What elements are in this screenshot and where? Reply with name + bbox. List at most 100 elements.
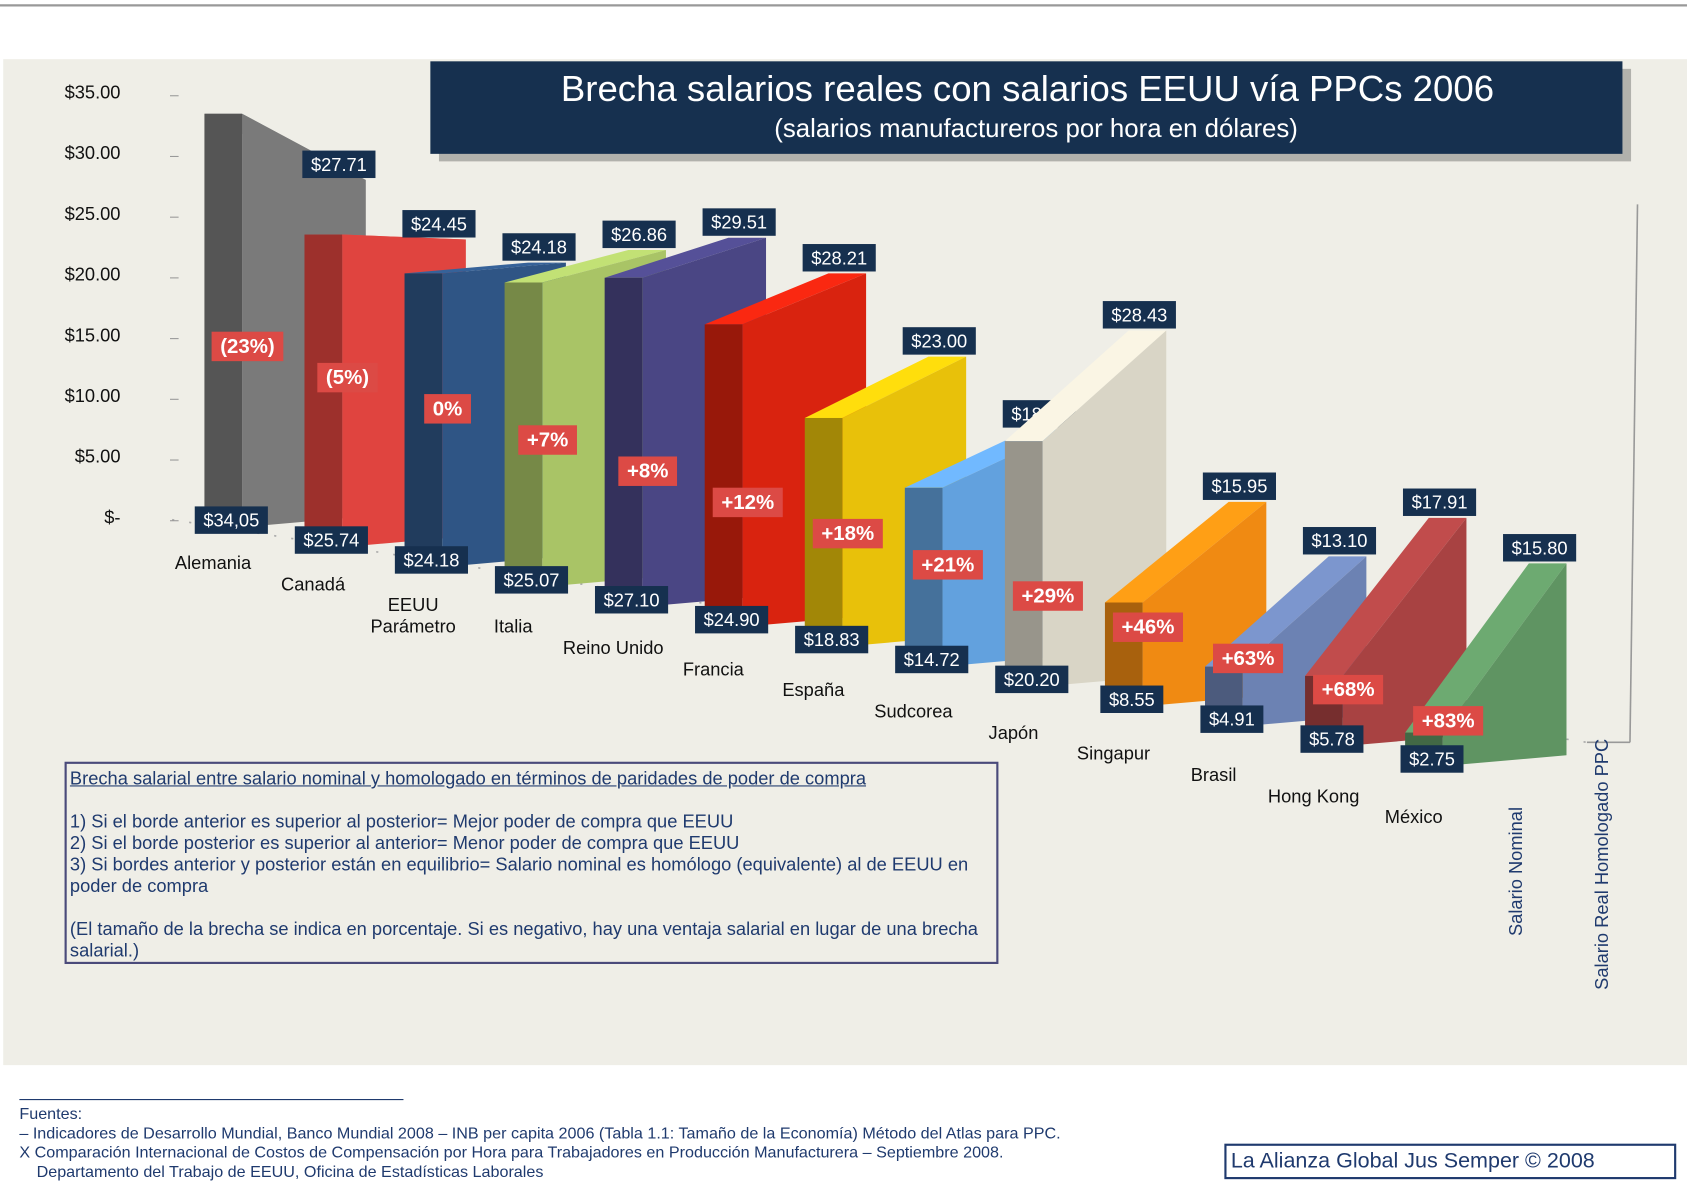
notes-line: 1) Si el borde anterior es superior al p… — [69, 811, 734, 832]
sources: Fuentes: – Indicadores de Desarrollo Mun… — [19, 1105, 1060, 1182]
gap-label-text: +29% — [1021, 585, 1074, 608]
notes-remark: (El tamaño de la brecha se indica en por… — [69, 918, 978, 961]
value-label: $24.18 — [394, 546, 468, 574]
gap-label: +7% — [518, 425, 577, 455]
bar-top — [604, 237, 767, 278]
gap-label-text: 0% — [433, 397, 463, 420]
value-label: $17.91 — [1402, 488, 1477, 516]
value-label: $28.43 — [1102, 301, 1176, 329]
gap-label-bg — [1413, 706, 1484, 736]
value-label: $24.90 — [695, 605, 769, 634]
bar-top — [1104, 501, 1267, 603]
value-label: $25.74 — [294, 526, 368, 554]
bar-top — [1004, 330, 1167, 442]
value-label-bg — [1302, 527, 1377, 555]
value-label-bg — [302, 150, 376, 179]
gap-label-text: +18% — [821, 522, 874, 545]
y-tick-label: $25.00 — [65, 203, 121, 224]
value-label-bg — [594, 586, 669, 614]
bar-front — [204, 113, 243, 528]
sources-rule — [19, 1099, 404, 1101]
value-label-text: $13.10 — [1312, 530, 1368, 551]
value-label: $29.51 — [702, 208, 776, 236]
gap-label: +63% — [1213, 643, 1284, 674]
value-label: $26.86 — [602, 220, 676, 249]
gap-label-text: +21% — [921, 553, 974, 576]
gap-label-bg — [211, 331, 284, 362]
series-name: Salario Real Homologado PPC — [1591, 739, 1612, 990]
gap-label-text: +68% — [1322, 678, 1375, 701]
value-label-text: $20.20 — [1004, 669, 1060, 690]
value-label: $8.55 — [1100, 685, 1164, 713]
gap-label: +83% — [1413, 706, 1484, 736]
value-label: $24.45 — [402, 210, 476, 238]
bar-top — [504, 249, 666, 283]
gap-label: +12% — [712, 487, 783, 518]
x-tick-label: España — [782, 680, 845, 701]
value-label-text: $25.74 — [303, 530, 359, 551]
value-label-bg — [895, 645, 969, 674]
value-label-text: $15.95 — [1211, 476, 1267, 497]
x-tick-label: Canadá — [281, 574, 346, 595]
gap-label: +21% — [912, 550, 983, 580]
source-line: X Comparación Internacional de Costos de… — [19, 1143, 1004, 1162]
value-label-bg — [1100, 685, 1164, 713]
bar-top — [1305, 517, 1467, 676]
value-label-bg — [1102, 301, 1176, 329]
value-label: $15.95 — [1202, 472, 1276, 500]
gap-label-text: +83% — [1422, 709, 1475, 732]
bar-front — [1004, 441, 1043, 687]
gap-label: +29% — [1012, 581, 1083, 611]
y-tick-label: $5.00 — [75, 446, 121, 467]
value-label: $14.72 — [895, 645, 969, 674]
gap-label-bg — [518, 425, 577, 455]
bar-top — [1204, 556, 1367, 667]
value-label-text: $4.91 — [1209, 709, 1255, 730]
x-tick-label: Hong Kong — [1267, 786, 1360, 807]
y-tick-label: $35.00 — [65, 81, 121, 102]
gap-label-bg — [1313, 674, 1384, 705]
value-label: $23.00 — [902, 327, 976, 355]
value-label-bg — [494, 566, 569, 594]
x-tick-label: Italia — [493, 616, 533, 638]
gap-label: +68% — [1313, 674, 1384, 705]
value-label: $24.18 — [502, 233, 576, 261]
y-tick-label: $20.00 — [65, 264, 121, 285]
gap-label-text: +8% — [627, 460, 668, 483]
gap-label-text: +12% — [721, 491, 774, 514]
gap-label-text: +63% — [1222, 647, 1275, 670]
value-label-text: $26.86 — [611, 224, 667, 245]
value-label-bg — [702, 208, 776, 236]
value-label-bg — [1300, 725, 1364, 753]
value-label-bg — [402, 210, 476, 238]
source-line: – Indicadores de Desarrollo Mundial, Ban… — [19, 1124, 1061, 1143]
value-label-text: $24.18 — [511, 236, 567, 257]
value-label: $20.20 — [995, 665, 1069, 694]
bar-top — [404, 262, 566, 274]
value-label-text: $18.83 — [804, 629, 860, 650]
value-label-text: $29.51 — [711, 212, 767, 233]
x-tick-label: México — [1384, 807, 1443, 828]
value-label-bg — [802, 244, 876, 272]
x-tick-label: Reino Unido — [562, 637, 664, 659]
x-tick-label: Alemania — [174, 553, 252, 574]
x-tick-label: Singapur — [1076, 743, 1151, 765]
value-label-text: $8.55 — [1109, 689, 1155, 710]
bar-top — [704, 273, 867, 325]
value-label-text: $17.91 — [1412, 492, 1468, 513]
value-label-bg — [194, 506, 268, 534]
gap-label-text: +46% — [1122, 616, 1175, 639]
value-label-bg — [902, 327, 976, 355]
gap-label-bg — [912, 550, 983, 580]
source-line: Departamento del Trabajo de EEUU, Oficin… — [36, 1163, 544, 1182]
value-label-text: $28.21 — [811, 247, 867, 268]
value-label-text: $34,05 — [203, 510, 259, 531]
gap-label-bg — [712, 487, 783, 518]
gap-label-bg — [1012, 581, 1083, 611]
value-label: $5.78 — [1300, 725, 1364, 753]
gap-label-bg — [812, 518, 883, 549]
value-label: $18.83 — [795, 625, 869, 654]
value-label-bg — [995, 665, 1069, 694]
